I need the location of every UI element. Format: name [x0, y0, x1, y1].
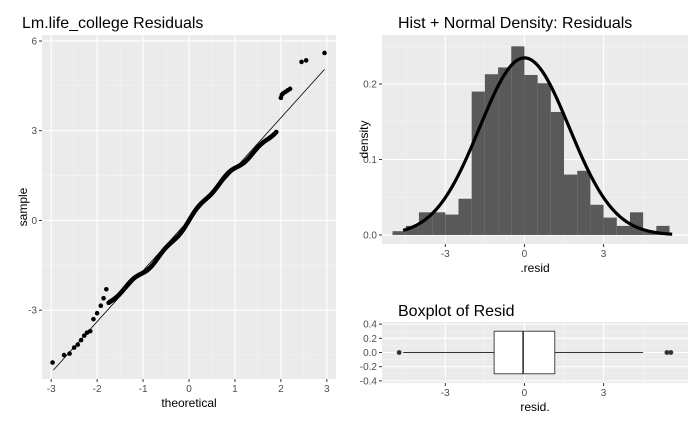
chart-title: Lm.life_college Residuals [22, 15, 203, 32]
histogram-bar [432, 212, 446, 235]
histogram-bar [484, 74, 499, 235]
histogram-bar [603, 217, 617, 235]
histogram-bar [392, 231, 406, 235]
qq-plot: -3 -2 -1 0 1 2 3 -3 0 3 6 Lm.life_college Residuals… [16, 15, 336, 410]
qq-point [61, 352, 67, 358]
histogram-bar [550, 111, 565, 235]
histogram-bar [405, 225, 419, 235]
y-tick-label: 0.4 [363, 320, 377, 331]
outlier-point [396, 350, 402, 355]
x-tick-label: -3 [441, 249, 450, 260]
y-tick-label: 0.1 [363, 155, 377, 166]
x-tick-label: -3 [441, 388, 450, 399]
qq-point [91, 316, 96, 322]
histogram-bar [498, 67, 512, 235]
x-axis-title: resid. [520, 400, 549, 414]
x-tick-label: 3 [601, 249, 607, 260]
y-tick-label: 0.2 [363, 334, 377, 345]
histogram-bar [577, 170, 591, 235]
histogram-bar [616, 225, 630, 235]
x-tick-label: 2 [278, 384, 284, 395]
qq-point [98, 303, 104, 309]
histogram-bar [458, 198, 472, 235]
qq-point [81, 333, 87, 338]
qq-point [50, 360, 55, 365]
chart-title: Boxplot of Resid [398, 303, 515, 320]
histogram-bar [445, 214, 459, 235]
histogram-bar [511, 46, 525, 235]
y-tick-label: 6 [31, 36, 37, 47]
y-tick-label: 0 [31, 216, 37, 227]
qq-point [299, 59, 304, 65]
x-axis-title: .resid [520, 261, 549, 275]
qq-point [273, 129, 279, 135]
histogram-bar [537, 83, 551, 235]
qq-point [78, 337, 84, 343]
box-iqr [493, 330, 556, 375]
histogram-bar [524, 74, 538, 235]
qq-point [87, 328, 93, 334]
y-tick-label: -0.4 [360, 376, 378, 387]
y-tick-label: -3 [28, 306, 37, 317]
qq-point [104, 286, 109, 292]
histogram-plot: -3 0 3 0.0 0.1 0.2 Hist + Normal Density: Resi… [357, 15, 688, 275]
y-axis-title: sample [16, 187, 30, 226]
y-tick-label: 0.0 [363, 230, 377, 241]
plot-area [50, 50, 327, 371]
x-tick-label: 0 [186, 384, 192, 395]
histogram-bar [590, 204, 604, 235]
qq-point [303, 58, 309, 63]
outlier-point [664, 350, 670, 355]
outlier-point [668, 350, 674, 355]
x-axis-title: theoretical [161, 396, 216, 410]
plot-area [392, 46, 673, 236]
y-tick-label: -0.2 [360, 362, 378, 373]
histogram-bar [643, 231, 657, 235]
normal-density-curve [402, 56, 673, 236]
x-tick-label: 0 [522, 249, 528, 260]
qq-point [67, 351, 72, 356]
x-tick-label: 0 [522, 388, 528, 399]
x-tick-label: 3 [324, 384, 330, 395]
qq-point [287, 86, 293, 92]
histogram-bar [656, 225, 670, 235]
x-tick-label: -3 [47, 384, 56, 395]
qq-point [322, 50, 327, 56]
x-tick-label: -1 [139, 384, 148, 395]
qq-point [71, 345, 77, 350]
x-tick-label: -2 [93, 384, 102, 395]
plot-area [396, 330, 674, 375]
chart-title: Hist + Normal Density: Residuals [398, 15, 632, 32]
x-tick-label: 3 [601, 388, 607, 399]
y-tick-label: 0.2 [363, 80, 377, 91]
qq-point [75, 342, 81, 347]
y-axis-title: density [357, 120, 371, 158]
histogram-bar [471, 91, 485, 235]
qq-point [94, 310, 100, 316]
histogram-bar [564, 174, 578, 235]
y-tick-label: 3 [31, 126, 37, 137]
qq-point [101, 295, 106, 301]
y-tick-label: 0.0 [363, 348, 377, 359]
boxplot-plot: -3 0 3 -0.4 -0.2 0.0 0.2 0.4 Boxplot of Resid res… [360, 303, 688, 414]
x-tick-label: 1 [232, 384, 238, 395]
